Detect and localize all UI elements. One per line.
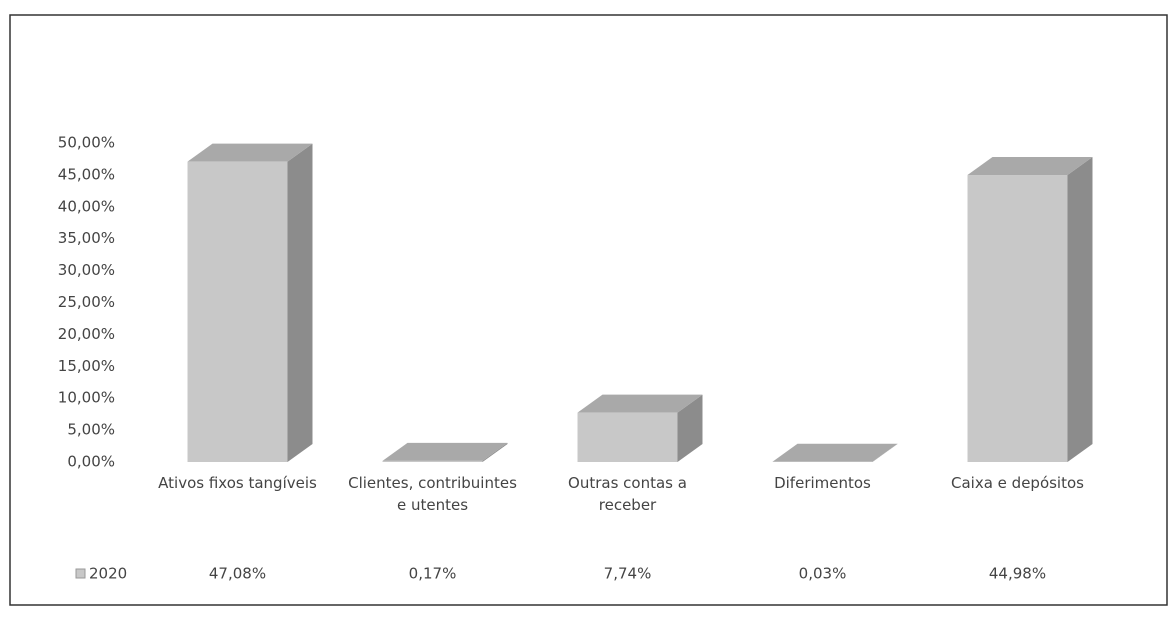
y-tick-label: 25,00% (58, 293, 115, 311)
bar-top (382, 442, 508, 461)
bar-side (872, 443, 898, 462)
y-tick-label: 40,00% (58, 197, 115, 215)
value-label: 7,74% (604, 565, 652, 583)
bar (187, 143, 313, 463)
bar (772, 443, 898, 462)
y-tick-label: 10,00% (58, 389, 115, 407)
bar-side (287, 143, 313, 463)
value-label: 44,98% (989, 565, 1046, 583)
bar-top (772, 443, 898, 462)
x-tick-label: Outras contas a receber (568, 474, 687, 514)
y-tick-label: 50,00% (58, 134, 115, 152)
bar-top (187, 143, 313, 162)
bar (382, 442, 508, 462)
legend-label: 2020 (89, 565, 127, 583)
y-tick-label: 15,00% (58, 357, 115, 375)
bar-front (577, 412, 678, 462)
y-tick-label: 30,00% (58, 261, 115, 279)
x-tick-label: Diferimentos (774, 474, 871, 492)
value-label: 0,17% (409, 565, 457, 583)
bar-top (967, 157, 1093, 176)
x-tick-label: Clientes, contribuintes e utentes (348, 474, 517, 514)
x-tick-label: Caixa e depósitos (951, 474, 1084, 492)
y-tick-label: 20,00% (58, 325, 115, 343)
y-tick-label: 35,00% (58, 229, 115, 247)
bar (967, 157, 1093, 463)
y-tick-label: 0,00% (67, 453, 115, 471)
bar-front (187, 161, 288, 463)
value-label: 47,08% (209, 565, 266, 583)
bar-front (382, 460, 483, 462)
legend-swatch (75, 568, 86, 579)
bar-side (482, 442, 508, 462)
y-tick-label: 5,00% (67, 421, 115, 439)
y-tick-label: 45,00% (58, 165, 115, 183)
x-tick-label: Ativos fixos tangíveis (158, 474, 317, 492)
bar-front (967, 175, 1068, 463)
chart-border (9, 14, 1168, 606)
bar-side (677, 394, 703, 462)
bar-side (1067, 157, 1093, 463)
bar (577, 394, 703, 462)
value-label: 0,03% (799, 565, 847, 583)
bar-top (577, 394, 703, 413)
